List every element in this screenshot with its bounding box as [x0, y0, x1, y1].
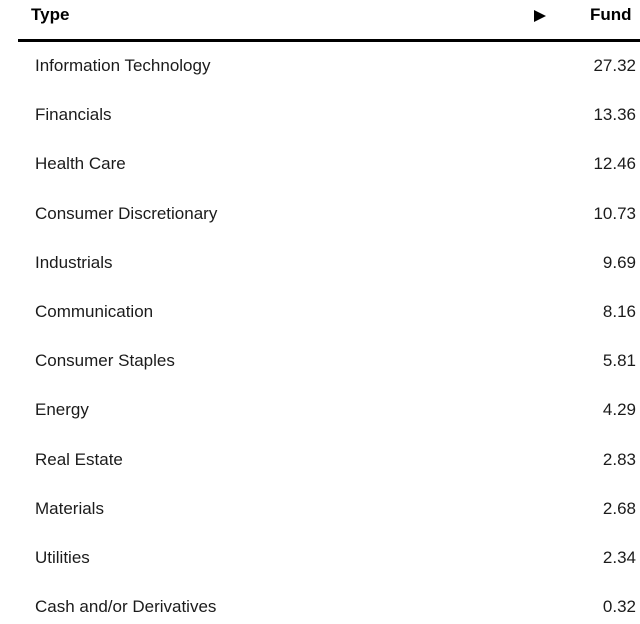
fund-weight: 2.34 [602, 548, 636, 567]
fund-weight: 13.36 [593, 105, 636, 125]
header-fund[interactable]: Fund [590, 5, 632, 24]
fund-weight: 2.83 [602, 449, 636, 469]
sector-name: Real Estate [35, 449, 123, 469]
sector-name: Health Care [35, 154, 126, 174]
sector-name: Consumer Staples [35, 351, 175, 371]
header-rule [18, 39, 640, 42]
fund-weight: 27.32 [593, 56, 636, 75]
sector-name: Cash and/or Derivatives [35, 597, 217, 617]
fund-weight: 2.68 [602, 498, 636, 518]
sector-name: Materials [35, 498, 104, 518]
fund-weight: 9.69 [602, 252, 636, 272]
fund-weight: 4.29 [602, 400, 636, 420]
sector-name: Consumer Discretionary [35, 203, 218, 223]
fund-weight: 5.81 [602, 351, 636, 371]
sector-name: Energy [35, 400, 89, 420]
fund-weight: 8.16 [602, 302, 636, 321]
sector-name: Communication [35, 302, 154, 321]
sector-name: Utilities [35, 548, 90, 567]
fund-weight: 0.32 [602, 597, 636, 617]
sort-arrow[interactable] [533, 9, 547, 23]
fund-weight: 12.46 [593, 154, 636, 174]
sector-name: Information Technology [35, 56, 211, 75]
sector-name: Financials [35, 105, 112, 125]
header-type[interactable]: Type [31, 5, 70, 24]
sector-name: Industrials [35, 252, 113, 272]
fund-weight: 10.73 [593, 203, 636, 223]
